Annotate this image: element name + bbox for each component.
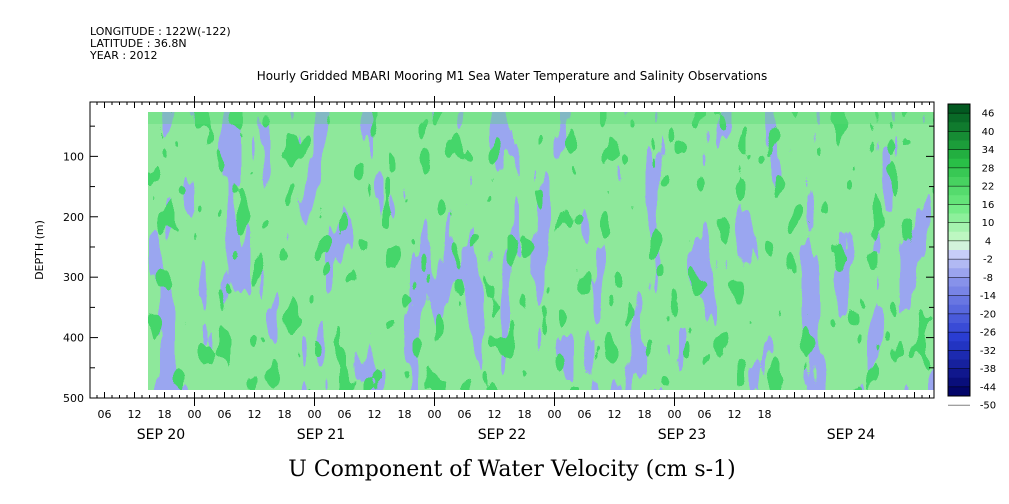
colorbar-swatch <box>948 313 970 324</box>
x-tick-label: 00 <box>308 408 322 421</box>
colorbar-label: -14 <box>980 291 996 302</box>
colorbar-label: -44 <box>980 382 996 393</box>
heatmap-surface-band <box>148 112 934 124</box>
colorbar-swatch <box>948 259 970 269</box>
colorbar-swatch <box>948 113 970 123</box>
x-tick-label: 06 <box>458 408 472 421</box>
y-axis-label: DEPTH (m) <box>33 220 46 280</box>
colorbar-swatch <box>948 140 970 151</box>
x-axis-label: U Component of Water Velocity (cm s-1) <box>288 457 735 482</box>
colorbar-swatch <box>948 295 970 306</box>
y-tick-label: 400 <box>63 332 84 345</box>
x-tick-label: 00 <box>668 408 682 421</box>
colorbar-label: -8 <box>983 273 993 284</box>
colorbar-label: 40 <box>982 127 995 138</box>
x-tick-label: 06 <box>338 408 352 421</box>
x-tick-label: 00 <box>428 408 442 421</box>
colorbar-label: 4 <box>985 236 991 247</box>
latitude-label: LATITUDE : 36.8N <box>90 37 187 50</box>
colorbar-swatch <box>948 386 970 397</box>
x-tick-label: 18 <box>158 408 172 421</box>
colorbar-swatch <box>948 368 970 379</box>
colorbar-label: -2 <box>983 255 993 266</box>
colorbar-swatch <box>948 186 970 196</box>
x-tick-label: 12 <box>488 408 502 421</box>
x-tick-label: 18 <box>638 408 652 421</box>
colorbar-label: 46 <box>982 109 995 120</box>
y-tick-label: 100 <box>63 150 84 163</box>
x-tick-label: 06 <box>218 408 232 421</box>
colorbar-swatch <box>948 177 970 187</box>
colorbar-label: 16 <box>982 200 995 211</box>
colorbar-label: 28 <box>982 163 995 174</box>
colorbar-swatch <box>948 195 970 205</box>
colorbar-swatch <box>948 122 970 132</box>
x-tick-label: 12 <box>728 408 742 421</box>
colorbar: 46 40 34 28 22 16 10 4 -2 -8 -14 -20 -26 -32 -38 -44 -50 <box>947 103 996 412</box>
x-tick-label: 12 <box>248 408 262 421</box>
x-tick-label: 12 <box>128 408 142 421</box>
colorbar-swatch <box>948 231 970 242</box>
colorbar-label: 22 <box>982 182 995 193</box>
y-axis: 100 200 300 400 500 <box>63 125 934 405</box>
heatmap-field <box>148 112 934 390</box>
colorbar-swatch <box>948 268 970 278</box>
colorbar-swatch <box>948 240 970 251</box>
colorbar-swatch <box>948 250 970 260</box>
y-tick-label: 300 <box>63 271 84 284</box>
y-tick-label: 500 <box>63 392 84 405</box>
colorbar-label: 10 <box>982 218 995 229</box>
colorbar-swatch <box>948 149 970 160</box>
colorbar-swatch <box>948 286 970 297</box>
colorbar-swatch <box>948 131 970 141</box>
colorbar-label: -26 <box>980 328 996 339</box>
colorbar-swatch <box>948 158 970 169</box>
x-tick-label: 18 <box>398 408 412 421</box>
colorbar-swatch <box>948 377 970 388</box>
x-axis: 06 12 18 00 06 12 18 00 06 12 18 00 06 12 18 00 06 12 18 00… <box>96 96 930 443</box>
heatmap-surface <box>148 112 934 390</box>
colorbar-swatch <box>948 222 970 233</box>
colorbar-swatch <box>948 359 970 370</box>
colorbar-label: -50 <box>980 401 996 412</box>
x-tick-label: 12 <box>608 408 622 421</box>
colorbar-swatch <box>948 104 970 114</box>
colorbar-swatch <box>948 167 970 178</box>
x-day-label: SEP 21 <box>297 427 345 443</box>
colorbar-label: -32 <box>980 346 996 357</box>
x-tick-label: 06 <box>578 408 592 421</box>
chart-title: Hourly Gridded MBARI Mooring M1 Sea Wate… <box>257 69 768 83</box>
colorbar-label: 34 <box>982 145 995 156</box>
colorbar-swatch <box>948 350 970 360</box>
colorbar-swatch <box>948 332 970 342</box>
x-tick-label: 00 <box>188 408 202 421</box>
colorbar-swatch <box>948 323 970 333</box>
x-tick-label: 18 <box>758 408 772 421</box>
colorbar-swatch <box>948 277 970 287</box>
x-tick-label: 00 <box>548 408 562 421</box>
year-label: YEAR : 2012 <box>89 49 158 62</box>
x-tick-label: 06 <box>98 408 112 421</box>
y-tick-label: 200 <box>63 211 84 224</box>
colorbar-label: -20 <box>980 309 996 320</box>
colorbar-swatch <box>948 341 970 351</box>
plot-frame <box>89 101 935 399</box>
x-tick-label: 18 <box>518 408 532 421</box>
longitude-label: LONGITUDE : 122W(-122) <box>90 25 231 38</box>
colorbar-frame <box>947 103 971 397</box>
x-day-label: SEP 23 <box>658 427 706 443</box>
colorbar-swatch <box>948 204 970 214</box>
x-day-label: SEP 22 <box>478 427 526 443</box>
colorbar-swatch <box>948 304 970 315</box>
x-day-label: SEP 24 <box>827 427 876 443</box>
colorbar-swatch <box>948 213 970 224</box>
x-tick-label: 18 <box>278 408 292 421</box>
x-tick-label: 12 <box>368 408 382 421</box>
colorbar-label: -38 <box>980 364 996 375</box>
x-tick-label: 06 <box>698 408 712 421</box>
x-day-label: SEP 20 <box>137 427 185 443</box>
